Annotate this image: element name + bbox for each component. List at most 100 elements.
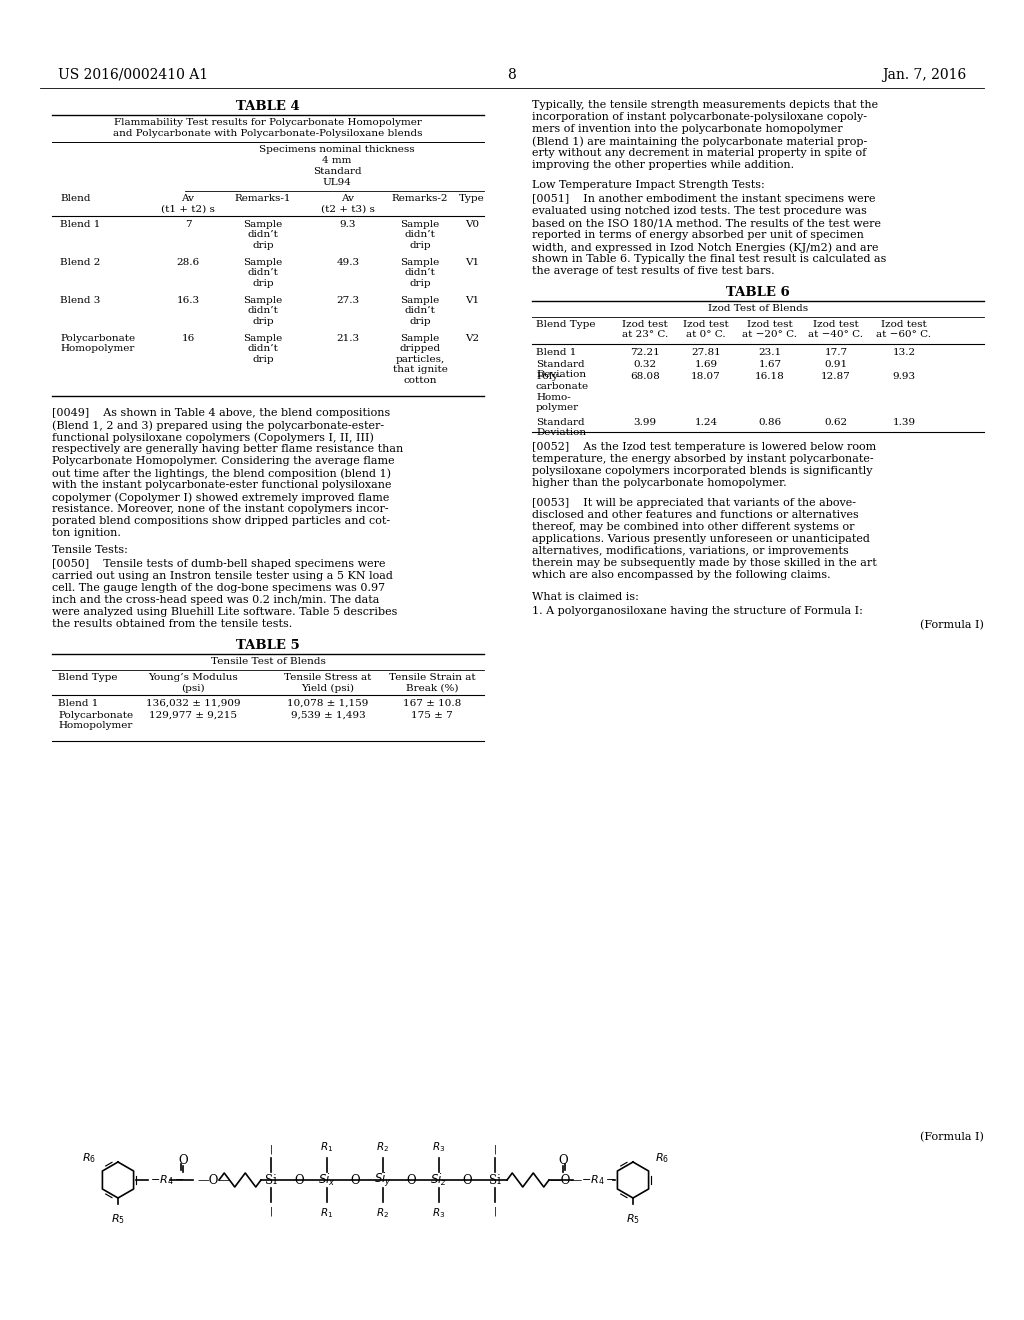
Text: respectively are generally having better flame resistance than: respectively are generally having better… [52, 444, 403, 454]
Text: copolymer (Copolymer I) showed extremely improved flame: copolymer (Copolymer I) showed extremely… [52, 492, 389, 503]
Text: Sample
didn’t
drip: Sample didn’t drip [244, 257, 283, 288]
Text: Tensile Strain at
Break (%): Tensile Strain at Break (%) [389, 673, 475, 693]
Text: $Si_x$: $Si_x$ [318, 1172, 336, 1188]
Text: 9.93: 9.93 [893, 372, 915, 381]
Text: O: O [178, 1154, 187, 1167]
Text: 0.62: 0.62 [824, 418, 848, 426]
Text: Si: Si [489, 1173, 501, 1187]
Text: Young’s Modulus
(psi): Young’s Modulus (psi) [148, 673, 238, 693]
Text: inch and the cross-head speed was 0.2 inch/min. The data: inch and the cross-head speed was 0.2 in… [52, 595, 379, 605]
Text: 7: 7 [184, 220, 191, 228]
Text: resistance. Moreover, none of the instant copolymers incor-: resistance. Moreover, none of the instan… [52, 504, 389, 513]
Text: temperature, the energy absorbed by instant polycarbonate-: temperature, the energy absorbed by inst… [532, 454, 873, 465]
Text: based on the ISO 180/1A method. The results of the test were: based on the ISO 180/1A method. The resu… [532, 218, 881, 228]
Text: $R_6$: $R_6$ [655, 1151, 669, 1166]
Text: US 2016/0002410 A1: US 2016/0002410 A1 [58, 69, 208, 82]
Text: Izod test
at −40° C.: Izod test at −40° C. [809, 319, 863, 339]
Text: 129,977 ± 9,215: 129,977 ± 9,215 [150, 711, 237, 719]
Text: 18.07: 18.07 [691, 372, 721, 381]
Text: shown in Table 6. Typically the final test result is calculated as: shown in Table 6. Typically the final te… [532, 253, 887, 264]
Text: 68.08: 68.08 [630, 372, 659, 381]
Text: 167 ± 10.8: 167 ± 10.8 [402, 700, 461, 708]
Text: $-R_4-$: $-R_4-$ [581, 1173, 615, 1187]
Text: Blend 1: Blend 1 [536, 348, 577, 356]
Text: Standard: Standard [312, 168, 361, 176]
Text: Izod test
at −20° C.: Izod test at −20° C. [742, 319, 798, 339]
Text: incorporation of instant polycarbonate-polysiloxane copoly-: incorporation of instant polycarbonate-p… [532, 112, 867, 121]
Text: Jan. 7, 2016: Jan. 7, 2016 [882, 69, 966, 82]
Text: [0050]    Tensile tests of dumb-bell shaped specimens were: [0050] Tensile tests of dumb-bell shaped… [52, 558, 385, 569]
Text: evaluated using notched izod tests. The test procedure was: evaluated using notched izod tests. The … [532, 206, 867, 216]
Text: Izod test
at −60° C.: Izod test at −60° C. [877, 319, 932, 339]
Text: Sample
didn’t
drip: Sample didn’t drip [244, 296, 283, 326]
Text: Specimens nominal thickness: Specimens nominal thickness [259, 145, 415, 154]
Text: 10,078 ± 1,159: 10,078 ± 1,159 [288, 700, 369, 708]
Text: improving the other properties while addition.: improving the other properties while add… [532, 160, 795, 170]
Text: Polycarbonate
Homopolymer: Polycarbonate Homopolymer [58, 711, 133, 730]
Text: 9,539 ± 1,493: 9,539 ± 1,493 [291, 711, 366, 719]
Text: Tensile Stress at
Yield (psi): Tensile Stress at Yield (psi) [285, 673, 372, 693]
Text: $R_2$: $R_2$ [377, 1140, 389, 1154]
Text: 0.32: 0.32 [634, 360, 656, 370]
Text: |: | [269, 1144, 272, 1154]
Text: Standard
Deviation: Standard Deviation [536, 418, 586, 437]
Text: ton ignition.: ton ignition. [52, 528, 121, 539]
Text: 0.86: 0.86 [759, 418, 781, 426]
Text: alternatives, modifications, variations, or improvements: alternatives, modifications, variations,… [532, 546, 849, 556]
Text: Blend Type: Blend Type [58, 673, 118, 682]
Text: V1: V1 [465, 296, 479, 305]
Text: $R_5$: $R_5$ [626, 1212, 640, 1226]
Text: O: O [350, 1173, 359, 1187]
Text: 12.87: 12.87 [821, 372, 851, 381]
Text: [0053]    It will be appreciated that variants of the above-: [0053] It will be appreciated that varia… [532, 498, 856, 508]
Text: 1.67: 1.67 [759, 360, 781, 370]
Text: $R_3$: $R_3$ [432, 1206, 445, 1220]
Text: Blend Type: Blend Type [536, 319, 596, 329]
Text: |: | [494, 1144, 497, 1154]
Text: erty without any decrement in material property in spite of: erty without any decrement in material p… [532, 148, 866, 158]
Text: Sample
didn’t
drip: Sample didn’t drip [244, 334, 283, 364]
Text: with the instant polycarbonate-ester functional polysiloxane: with the instant polycarbonate-ester fun… [52, 480, 391, 490]
Text: $R_5$: $R_5$ [111, 1212, 125, 1226]
Text: 49.3: 49.3 [337, 257, 359, 267]
Text: 23.1: 23.1 [759, 348, 781, 356]
Text: 1.69: 1.69 [694, 360, 718, 370]
Text: $Si_y$: $Si_y$ [374, 1171, 392, 1189]
Text: UL94: UL94 [323, 178, 351, 187]
Text: Low Temperature Impact Strength Tests:: Low Temperature Impact Strength Tests: [532, 180, 765, 190]
Text: 1.24: 1.24 [694, 418, 718, 426]
Text: Remarks-2: Remarks-2 [392, 194, 449, 203]
Text: [0049]    As shown in Table 4 above, the blend compositions: [0049] As shown in Table 4 above, the bl… [52, 408, 390, 418]
Text: $R_1$: $R_1$ [321, 1140, 334, 1154]
Text: 9.3: 9.3 [340, 220, 356, 228]
Text: which are also encompassed by the following claims.: which are also encompassed by the follow… [532, 570, 830, 579]
Text: V2: V2 [465, 334, 479, 343]
Text: thereof, may be combined into other different systems or: thereof, may be combined into other diff… [532, 521, 854, 532]
Text: What is claimed is:: What is claimed is: [532, 591, 639, 602]
Text: Sample
didn’t
drip: Sample didn’t drip [400, 296, 439, 326]
Text: 175 ± 7: 175 ± 7 [411, 711, 453, 719]
Text: Izod Test of Blends: Izod Test of Blends [708, 304, 808, 313]
Text: 72.21: 72.21 [630, 348, 659, 356]
Text: Av
(t2 + t3) s: Av (t2 + t3) s [322, 194, 375, 214]
Text: and Polycarbonate with Polycarbonate-Polysiloxane blends: and Polycarbonate with Polycarbonate-Pol… [114, 129, 423, 139]
Text: were analyzed using Bluehill Lite software. Table 5 describes: were analyzed using Bluehill Lite softwa… [52, 607, 397, 616]
Text: Blend 2: Blend 2 [60, 257, 100, 267]
Text: 16: 16 [181, 334, 195, 343]
Text: width, and expressed in Izod Notch Energies (KJ/m2) and are: width, and expressed in Izod Notch Energ… [532, 242, 879, 252]
Text: out time after the lightings, the blend composition (blend 1): out time after the lightings, the blend … [52, 469, 391, 479]
Text: carried out using an Instron tensile tester using a 5 KN load: carried out using an Instron tensile tes… [52, 572, 393, 581]
Text: therein may be subsequently made by those skilled in the art: therein may be subsequently made by thos… [532, 558, 877, 568]
Text: TABLE 4: TABLE 4 [237, 100, 300, 114]
Text: Sample
didn’t
drip: Sample didn’t drip [400, 257, 439, 288]
Text: the results obtained from the tensile tests.: the results obtained from the tensile te… [52, 619, 292, 630]
Text: disclosed and other features and functions or alternatives: disclosed and other features and functio… [532, 510, 859, 520]
Text: $R_2$: $R_2$ [377, 1206, 389, 1220]
Text: higher than the polycarbonate homopolymer.: higher than the polycarbonate homopolyme… [532, 478, 786, 488]
Text: 27.81: 27.81 [691, 348, 721, 356]
Text: 13.2: 13.2 [893, 348, 915, 356]
Text: functional polysiloxane copolymers (Copolymers I, II, III): functional polysiloxane copolymers (Copo… [52, 432, 374, 442]
Text: Izod test
at 23° C.: Izod test at 23° C. [622, 319, 668, 339]
Text: 3.99: 3.99 [634, 418, 656, 426]
Text: V1: V1 [465, 257, 479, 267]
